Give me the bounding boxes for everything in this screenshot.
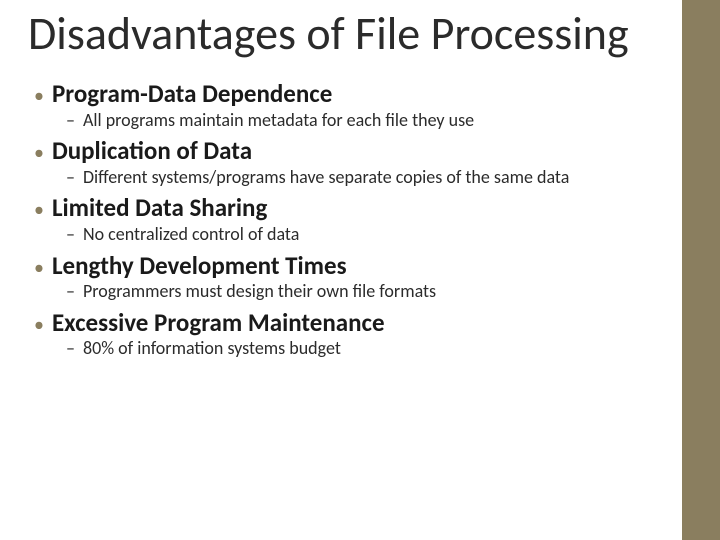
dash-icon: – — [66, 281, 75, 303]
bullet-sub-text: All programs maintain metadata for each … — [83, 110, 474, 132]
bullet-sub-text: 80% of information systems budget — [83, 338, 341, 360]
bullet-sub-text: Different systems/programs have separate… — [83, 167, 569, 189]
slide-content: Disadvantages of File Processing • Progr… — [0, 0, 720, 360]
bullet-heading: Excessive Program Maintenance — [52, 309, 385, 337]
bullet-item: • Duplication of Data — [28, 137, 660, 165]
bullet-sub-text: Programmers must design their own file f… — [83, 281, 436, 303]
dash-icon: – — [66, 110, 75, 132]
bullet-item: • Excessive Program Maintenance — [28, 309, 660, 337]
bullet-item: • Program-Data Dependence — [28, 80, 660, 108]
bullet-heading: Lengthy Development Times — [52, 252, 347, 280]
bullet-item: • Lengthy Development Times — [28, 252, 660, 280]
accent-sidebar — [682, 0, 720, 540]
bullet-item: • Limited Data Sharing — [28, 194, 660, 222]
dash-icon: – — [66, 167, 75, 189]
bullet-sub-item: – All programs maintain metadata for eac… — [66, 110, 660, 132]
slide-title: Disadvantages of File Processing — [28, 10, 660, 58]
dash-icon: – — [66, 224, 75, 246]
bullet-dot-icon: • — [34, 86, 44, 106]
bullet-dot-icon: • — [34, 143, 44, 163]
bullet-sub-text: No centralized control of data — [83, 224, 299, 246]
bullet-heading: Program-Data Dependence — [52, 80, 332, 108]
bullet-sub-item: – No centralized control of data — [66, 224, 660, 246]
dash-icon: – — [66, 338, 75, 360]
bullet-dot-icon: • — [34, 315, 44, 335]
bullet-heading: Limited Data Sharing — [52, 194, 267, 222]
bullet-sub-item: – 80% of information systems budget — [66, 338, 660, 360]
bullet-sub-item: – Different systems/programs have separa… — [66, 167, 660, 189]
bullet-dot-icon: • — [34, 200, 44, 220]
bullet-dot-icon: • — [34, 258, 44, 278]
bullet-heading: Duplication of Data — [52, 137, 252, 165]
bullet-sub-item: – Programmers must design their own file… — [66, 281, 660, 303]
